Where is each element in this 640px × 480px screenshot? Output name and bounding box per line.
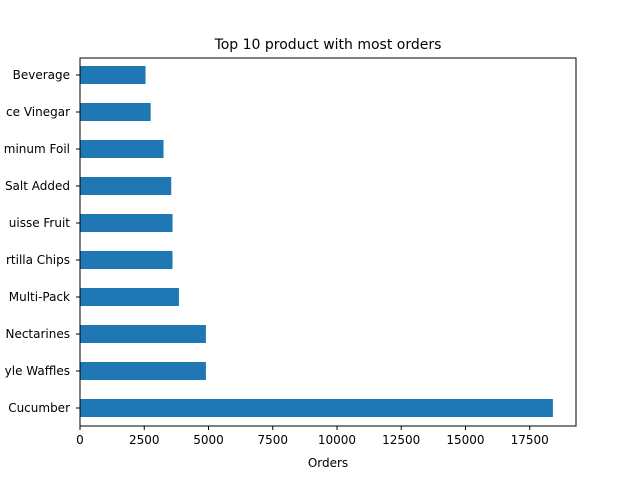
- x-tick-label: 15000: [446, 433, 484, 447]
- bar: [80, 362, 206, 380]
- bars-group: [80, 66, 553, 417]
- x-tick-label: 7500: [257, 433, 288, 447]
- plot-frame: [79, 57, 577, 427]
- bar: [80, 399, 553, 417]
- x-tick-label: 10000: [318, 433, 356, 447]
- y-tick-label: ce Vinegar: [6, 105, 70, 119]
- bar: [80, 140, 164, 158]
- y-tick-label: Cucumber: [8, 401, 70, 415]
- y-tick-label: Nectarines: [5, 327, 70, 341]
- bar: [80, 177, 172, 195]
- x-axis-label: Orders: [308, 456, 348, 470]
- bar: [80, 103, 151, 121]
- x-tick-label: 2500: [129, 433, 160, 447]
- y-tick-label: Multi-Pack: [9, 290, 70, 304]
- x-tick-label: 12500: [382, 433, 420, 447]
- y-tick-label: Beverage: [13, 68, 70, 82]
- bar: [80, 325, 206, 343]
- y-tick-label: uisse Fruit: [9, 216, 71, 230]
- x-tick-label: 0: [76, 433, 84, 447]
- bar: [80, 251, 173, 269]
- x-tick-label: 17500: [511, 433, 549, 447]
- bar: [80, 66, 146, 84]
- y-tick-label: yle Waffles: [5, 364, 70, 378]
- y-tick-label: rtilla Chips: [6, 253, 70, 267]
- bar: [80, 214, 173, 232]
- y-axis-ticks: Cucumber yle Waffles Nectarines Multi-Pack r…: [4, 68, 80, 415]
- y-tick-label: minum Foil: [4, 142, 70, 156]
- x-tick-label: 5000: [193, 433, 224, 447]
- x-axis-ticks: 0 2500 5000 7500 10000 12500 15000 17500: [76, 426, 549, 447]
- bar: [80, 288, 179, 306]
- y-tick-label: Salt Added: [5, 179, 70, 193]
- chart-title: Top 10 product with most orders: [214, 37, 442, 53]
